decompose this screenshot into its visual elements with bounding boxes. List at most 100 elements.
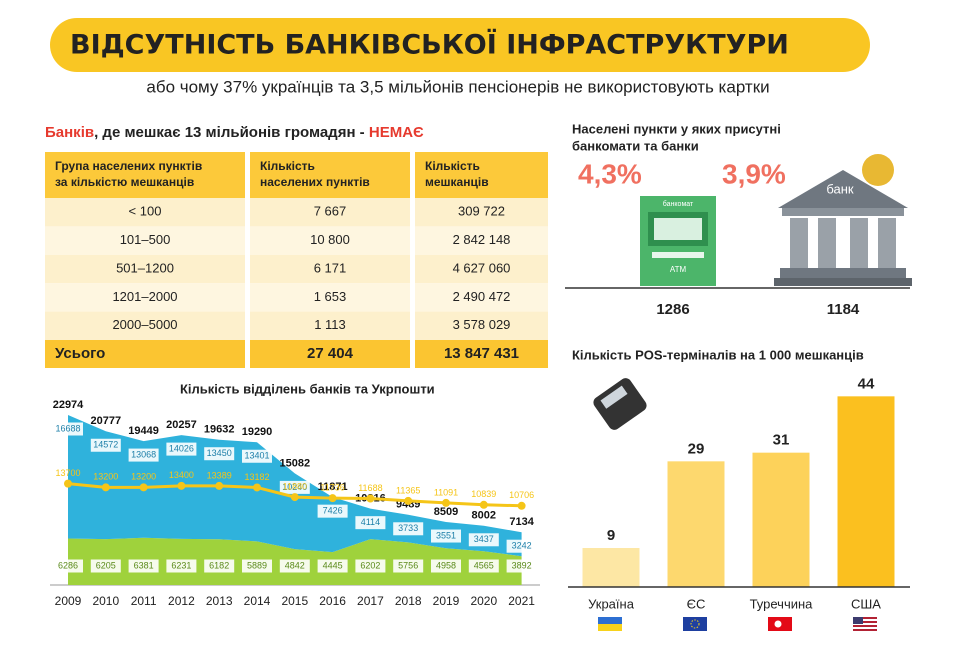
value-label: 4842 [285,560,305,570]
value-label-box [242,559,272,573]
cell [415,254,548,284]
cell-text: 309 722 [458,204,505,219]
title: ВІДСУТНІСТЬ БАНКІВСЬКОЇ ІНФРАСТРУКТУРИ [70,29,789,61]
x-tick-label: 2009 [55,594,82,608]
x-tick-label: 2021 [508,594,535,608]
terminal-icon [593,378,647,430]
cell-text: 1 653 [314,289,347,304]
value-label-box [393,559,424,573]
point [101,483,110,492]
value-label: 14572 [93,440,118,450]
value-label: 6202 [360,560,380,570]
cell-text: 501–1200 [116,260,174,275]
cell-text: 1201–2000 [112,289,177,304]
cell-text: 2 842 148 [453,232,511,247]
line-label: 11365 [396,485,420,495]
value-label: 13401 [244,451,269,461]
cell-text: < 100 [129,204,162,219]
line-label: 13389 [207,470,232,480]
value-label-box [431,559,461,573]
x-tick-label: 2012 [168,594,195,608]
header-cell [45,152,245,198]
total-text: 13 847 431 [444,345,519,362]
value-label: 3242 [512,541,532,551]
point [328,494,337,503]
value-label-box [468,533,499,547]
value-label: 13068 [131,449,156,459]
cell-text: 6 171 [314,260,347,275]
header-text: мешканців [425,175,489,189]
atm-count: 1286 [656,301,689,318]
header-text: населених пунктів [260,175,370,189]
x-tick-label: 2017 [357,594,384,608]
line-label: 10839 [471,489,496,499]
value-label-box [431,529,461,543]
value-label: 6205 [96,560,116,570]
value-label: 10240 [282,482,307,492]
line-label: 13700 [55,468,80,478]
value-label-box [128,559,159,573]
line-label: 11091 [434,487,458,497]
header-cell [415,152,548,198]
value-label-box [90,559,121,573]
value-label: 4114 [361,517,380,527]
line-label: 11880 [283,481,307,491]
total-label: 20777 [91,415,122,427]
total-label: 8509 [434,506,458,518]
line-label: 11688 [358,483,382,493]
value-label: 7426 [323,506,343,516]
total-cell [250,340,410,368]
value-label: 4565 [474,560,494,570]
atm-sign: банкомат [663,200,694,208]
bar [752,452,810,587]
value-label-box [393,522,424,536]
cell-text: 101–500 [120,232,171,247]
value-label-box [204,447,235,461]
value-label-box [355,559,386,573]
value-label: 13450 [207,448,232,458]
value-label-box [204,559,235,573]
total-label: 19632 [204,424,235,436]
cell-text: 4 627 060 [453,260,511,275]
value-label: 4445 [323,560,343,570]
cell-text: 3 578 029 [453,317,511,332]
total-label: 19290 [242,426,273,438]
cell [45,254,245,284]
point [290,493,299,502]
chart-title: Кількість відділень банків та Укрпошти [180,381,435,396]
value-label-box [166,559,197,573]
title-part: НЕМАЄ [369,124,424,141]
cell [45,283,245,312]
total-cell [415,340,548,368]
value-label: 9 [607,527,615,544]
bank-sign: банк [826,181,854,196]
chart-title: Кількість POS-терміналів на 1 000 мешкан… [572,347,864,362]
header-text: Кількість [425,159,480,173]
value-label: 6231 [171,560,191,570]
total-cell [45,340,245,368]
point [517,501,526,510]
cell [415,226,548,255]
value-label-box [506,539,537,553]
line-label: 10706 [509,490,534,500]
header-text: Кількість [260,159,315,173]
x-tick-label: Україна [588,596,635,611]
value-label: 6381 [134,560,154,570]
cell [45,226,245,255]
total-text: 27 404 [307,345,354,362]
cell [250,311,410,340]
cell-text: 10 800 [310,232,350,247]
value-label: 5889 [247,560,267,570]
atm-percent: 4,3% [578,158,642,189]
point [253,483,261,492]
cell-text: 2000–5000 [112,317,177,332]
header-text: Група населених пунктів [55,159,202,173]
value-label: 31 [773,432,790,449]
value-label-box [242,449,272,463]
line-label: 13400 [169,470,194,480]
table-title: Банків, де мешкає 13 мільйонів громадян … [45,124,424,141]
value-label: 4958 [436,560,456,570]
cell [45,198,245,227]
